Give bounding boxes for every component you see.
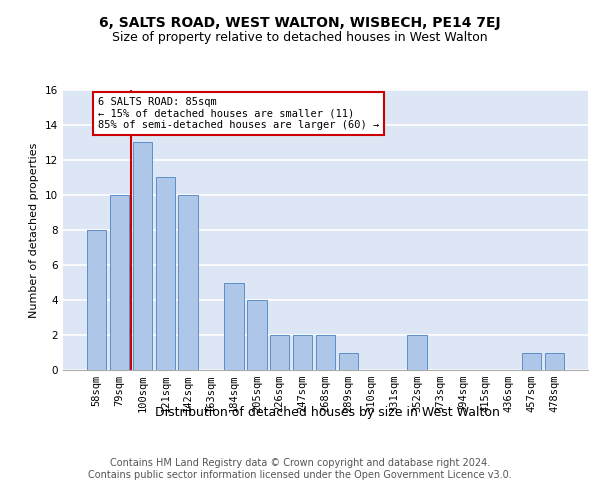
Bar <box>87 230 106 370</box>
Bar <box>247 300 266 370</box>
Text: Distribution of detached houses by size in West Walton: Distribution of detached houses by size … <box>155 406 499 419</box>
Bar <box>133 142 152 370</box>
Bar <box>270 335 289 370</box>
Bar <box>155 178 175 370</box>
Text: Contains public sector information licensed under the Open Government Licence v3: Contains public sector information licen… <box>88 470 512 480</box>
Bar <box>224 282 244 370</box>
Bar <box>293 335 313 370</box>
Bar <box>407 335 427 370</box>
Y-axis label: Number of detached properties: Number of detached properties <box>29 142 40 318</box>
Text: Contains HM Land Registry data © Crown copyright and database right 2024.: Contains HM Land Registry data © Crown c… <box>110 458 490 468</box>
Bar <box>178 195 198 370</box>
Bar <box>316 335 335 370</box>
Bar <box>522 352 541 370</box>
Text: 6 SALTS ROAD: 85sqm
← 15% of detached houses are smaller (11)
85% of semi-detach: 6 SALTS ROAD: 85sqm ← 15% of detached ho… <box>98 97 379 130</box>
Bar <box>338 352 358 370</box>
Text: 6, SALTS ROAD, WEST WALTON, WISBECH, PE14 7EJ: 6, SALTS ROAD, WEST WALTON, WISBECH, PE1… <box>99 16 501 30</box>
Bar <box>110 195 129 370</box>
Text: Size of property relative to detached houses in West Walton: Size of property relative to detached ho… <box>112 31 488 44</box>
Bar <box>545 352 564 370</box>
